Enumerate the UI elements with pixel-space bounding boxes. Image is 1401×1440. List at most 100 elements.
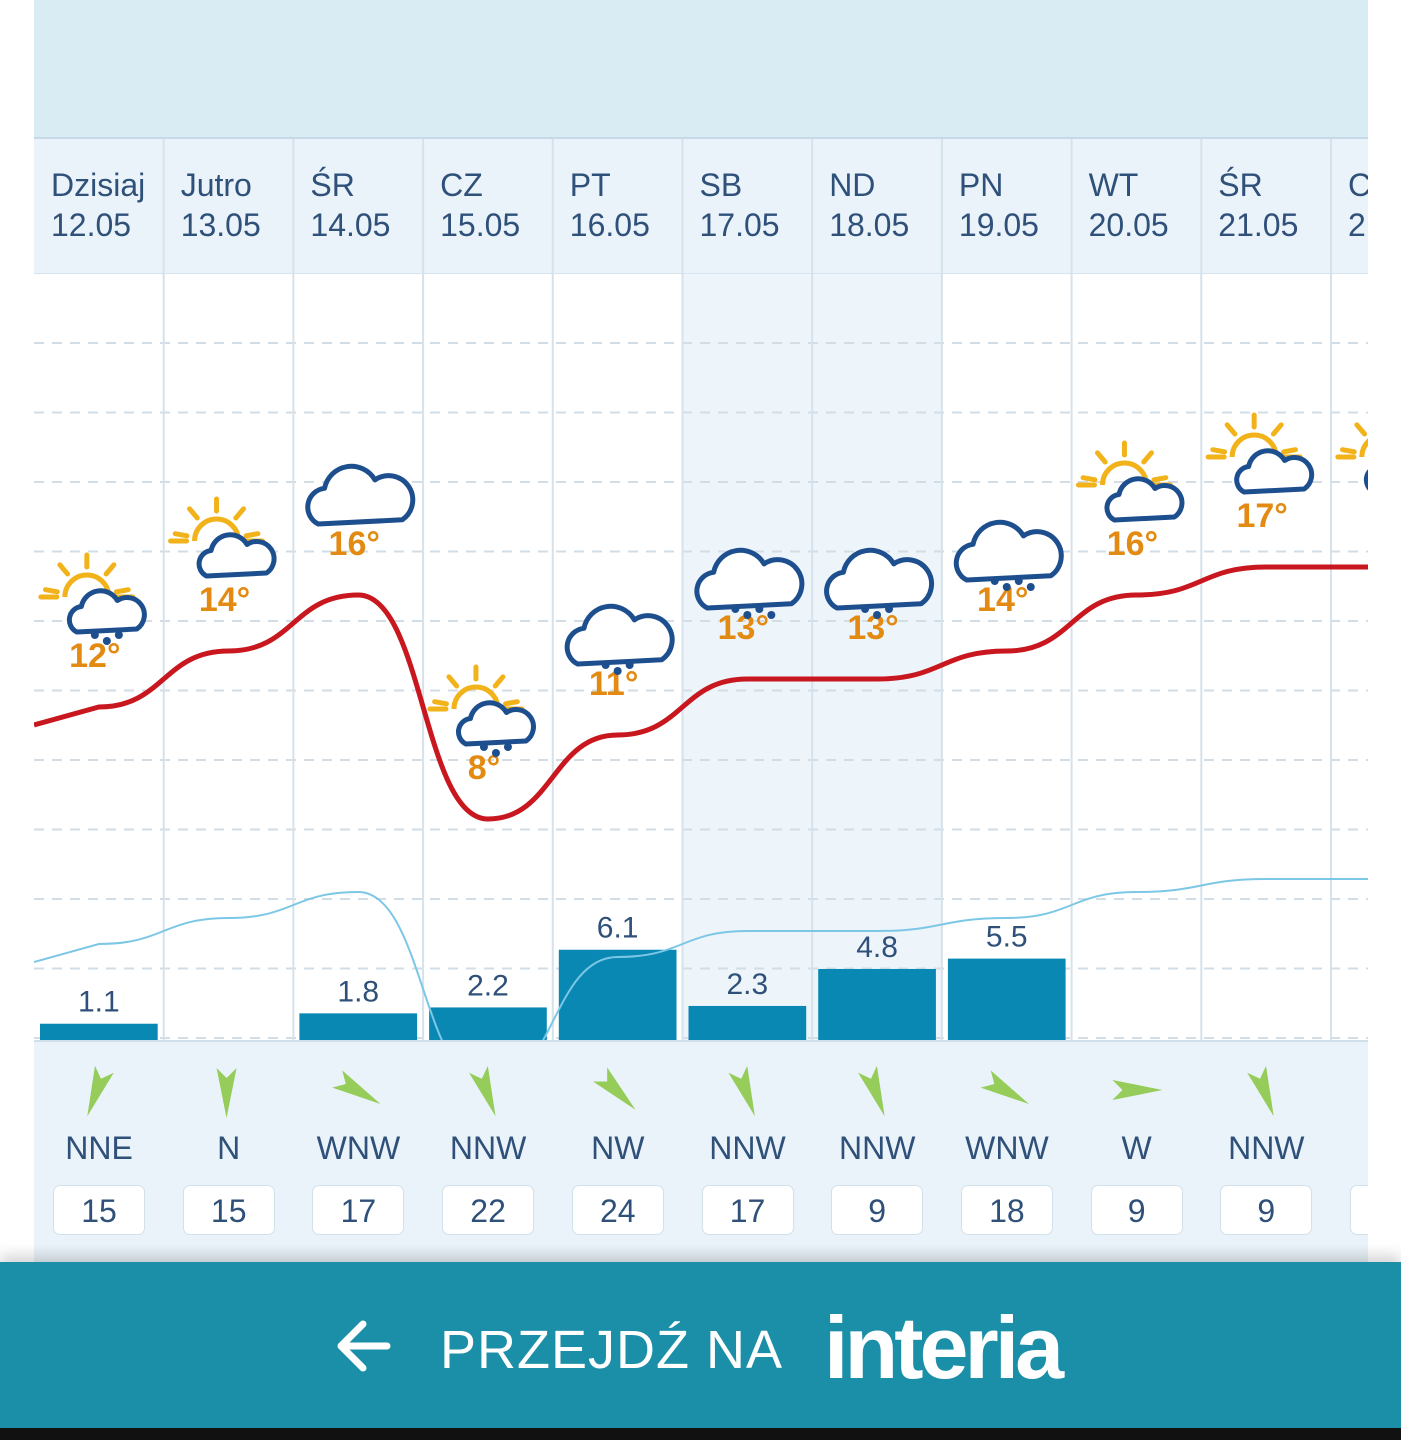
wind-direction: N bbox=[1331, 1130, 1368, 1167]
wind-arrow-icon bbox=[469, 1065, 496, 1117]
min-temp-line bbox=[34, 877, 1368, 1088]
precip-value: 1.8 bbox=[337, 975, 379, 1008]
day-name: CZ bbox=[440, 167, 483, 203]
temperature-label: 13° bbox=[718, 609, 769, 647]
wind-direction: NNW bbox=[1228, 1130, 1305, 1166]
precip-value: 4.8 bbox=[856, 931, 898, 964]
precip-value: 2.3 bbox=[726, 968, 768, 1001]
day-header[interactable]: ND 18.05 bbox=[829, 165, 909, 245]
sun-cloud-drizzle-icon bbox=[38, 552, 147, 645]
sun-cloud-icon bbox=[1205, 412, 1315, 495]
wind-speed: 15 bbox=[182, 1185, 275, 1235]
wind-speed: 15 bbox=[53, 1185, 145, 1235]
day-header[interactable]: Jutro 13.05 bbox=[181, 165, 261, 245]
day-date: 14.05 bbox=[310, 207, 391, 243]
day-name: ND bbox=[829, 167, 876, 203]
wind-direction: W bbox=[1121, 1130, 1152, 1166]
top-band bbox=[34, 0, 1368, 139]
weekend-column bbox=[682, 274, 813, 1040]
day-name: ŚR bbox=[310, 167, 355, 203]
wind-arrow-icon bbox=[593, 1067, 636, 1110]
wind-arrow-icon bbox=[1247, 1065, 1274, 1117]
left-margin bbox=[0, 0, 34, 1262]
cloud-drizzle-icon bbox=[824, 547, 935, 619]
precip-bar bbox=[558, 949, 677, 1040]
temperature-label: 12° bbox=[69, 637, 120, 675]
temperature-label: 14° bbox=[977, 581, 1028, 619]
day-header[interactable]: PT 16.05 bbox=[570, 165, 650, 245]
wind-arrow-icon bbox=[980, 1070, 1029, 1104]
day-date: 17.05 bbox=[699, 207, 780, 243]
sun-cloud-icon bbox=[168, 496, 277, 579]
day-date: 21.05 bbox=[1218, 207, 1299, 243]
precip-value: 1.1 bbox=[78, 986, 120, 1019]
precip-value: 6.1 bbox=[597, 912, 639, 945]
wind-direction: NNE bbox=[65, 1130, 133, 1166]
sun-cloud-rain-icon bbox=[427, 664, 536, 757]
wind-speed: 17 bbox=[312, 1185, 405, 1235]
day-header[interactable]: CZ 15.05 bbox=[440, 165, 520, 245]
day-name: ŚR bbox=[1218, 167, 1263, 203]
footer-banner[interactable] bbox=[0, 1262, 1401, 1428]
day-name: Dzisiaj bbox=[51, 167, 146, 203]
wind-arrow-icon bbox=[858, 1065, 885, 1117]
sun-cloud-icon bbox=[1075, 440, 1185, 523]
day-header[interactable]: PN 19.05 bbox=[959, 165, 1039, 245]
wind-speed: 22 bbox=[442, 1185, 535, 1235]
wind-direction: N bbox=[217, 1130, 241, 1166]
temperature-label: 14° bbox=[199, 581, 250, 619]
precip-bar bbox=[688, 1005, 807, 1040]
day-header[interactable]: ŚR 14.05 bbox=[310, 165, 390, 245]
precip-value: 5.5 bbox=[986, 921, 1028, 954]
footer-label[interactable]: PRZEJDŹ NA bbox=[440, 1320, 784, 1380]
wind-arrow-icon bbox=[87, 1065, 114, 1117]
wind-direction: NNW bbox=[838, 1130, 916, 1166]
back-arrow-icon[interactable] bbox=[333, 1318, 395, 1374]
day-date: 18.05 bbox=[829, 207, 910, 243]
wind-speed: 9 bbox=[831, 1185, 924, 1235]
precip-bar bbox=[947, 958, 1066, 1040]
temperature-label: 16° bbox=[1107, 525, 1158, 563]
wind-speed bbox=[1350, 1185, 1368, 1235]
forecast-chart: 1.1 1.8 2.26.12.34.8 5.512°14°16°8°11°13° 13… bbox=[34, 139, 1368, 1262]
wind-speed: 17 bbox=[701, 1185, 794, 1235]
precip-bar bbox=[429, 1007, 547, 1040]
temperature-label: 13° bbox=[847, 609, 898, 647]
wind-direction: WNW bbox=[316, 1130, 401, 1166]
wind-direction: NW bbox=[591, 1130, 645, 1166]
precip-bar bbox=[818, 968, 936, 1040]
day-header[interactable]: Dzisiaj 12.05 bbox=[51, 165, 145, 245]
precip-value: 2.2 bbox=[467, 969, 509, 1002]
interia-logo[interactable]: interia bbox=[824, 1298, 1064, 1397]
day-date: 20.05 bbox=[1088, 207, 1169, 243]
day-name: PT bbox=[569, 167, 611, 203]
precip-bar bbox=[40, 1023, 158, 1040]
day-name: SB bbox=[699, 167, 743, 203]
wind-speed: 9 bbox=[1220, 1185, 1313, 1235]
wind-speed: 9 bbox=[1090, 1185, 1183, 1235]
cloud-rain-icon bbox=[953, 519, 1064, 591]
wind-speed: 18 bbox=[960, 1185, 1053, 1235]
weekend-column bbox=[812, 274, 942, 1040]
day-name: PN bbox=[958, 167, 1004, 203]
wind-arrow-icon bbox=[332, 1070, 381, 1104]
right-margin bbox=[1368, 0, 1401, 1262]
cloud-icon bbox=[305, 463, 416, 527]
day-header[interactable]: SB 17.05 bbox=[700, 165, 780, 245]
wind-arrows bbox=[87, 1065, 1274, 1118]
wind-arrow-icon bbox=[1112, 1080, 1163, 1100]
precip-bar bbox=[299, 1013, 418, 1040]
wind-direction: WNW bbox=[965, 1130, 1049, 1166]
day-date: 19.05 bbox=[958, 207, 1039, 243]
day-name: Jutro bbox=[180, 167, 252, 203]
day-date: 2 bbox=[1348, 207, 1366, 243]
temperature-label: 11° bbox=[589, 665, 639, 703]
day-header[interactable]: ŚR 21.05 bbox=[1218, 165, 1298, 245]
forecast-panel: Dzisiaj 12.05 Jutro 13.05 ŚR 14.05 CZ 15.05 PT 16… bbox=[34, 0, 1368, 1262]
wind-arrow-icon bbox=[728, 1065, 755, 1117]
day-date: 16.05 bbox=[569, 207, 650, 243]
day-header-band bbox=[34, 139, 1368, 274]
day-header[interactable]: WT 20.05 bbox=[1089, 165, 1169, 245]
day-date: 15.05 bbox=[440, 207, 521, 243]
